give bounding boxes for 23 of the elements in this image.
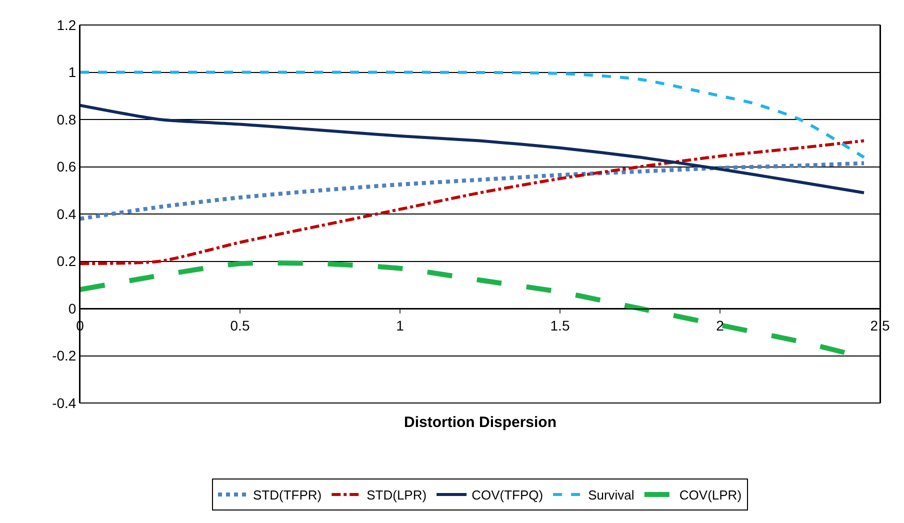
legend-label: STD(TFPR) (253, 488, 322, 503)
legend-label: COV(TFPQ) (472, 488, 544, 503)
x-tick-label: 1 (396, 317, 404, 334)
x-tick-label: 1.5 (550, 317, 570, 334)
y-tick-label: 1 (68, 64, 76, 80)
x-tick-label: 2 (716, 317, 724, 334)
y-tick-label: 0.6 (56, 158, 76, 175)
legend-label: STD(LPR) (366, 488, 427, 503)
line-series (80, 161, 866, 221)
y-tick-label: -0.2 (52, 348, 76, 364)
line-series (80, 104, 866, 194)
x-tick-label: 0.5 (230, 317, 250, 334)
legend-label: COV(LPR) (679, 488, 742, 503)
y-tick-label: 1.2 (56, 16, 76, 33)
y-tick-label: -0.4 (52, 394, 76, 411)
x-axis-title: Distortion Dispersion (404, 414, 557, 431)
y-tick-label: 0 (68, 300, 76, 316)
y-tick-label: 0.2 (56, 253, 76, 270)
y-tick-label: 0.4 (56, 206, 76, 222)
line-series (80, 139, 866, 266)
line-series (80, 70, 866, 159)
y-tick-label: 0.8 (56, 111, 76, 128)
legend-label: Survival (588, 488, 634, 503)
